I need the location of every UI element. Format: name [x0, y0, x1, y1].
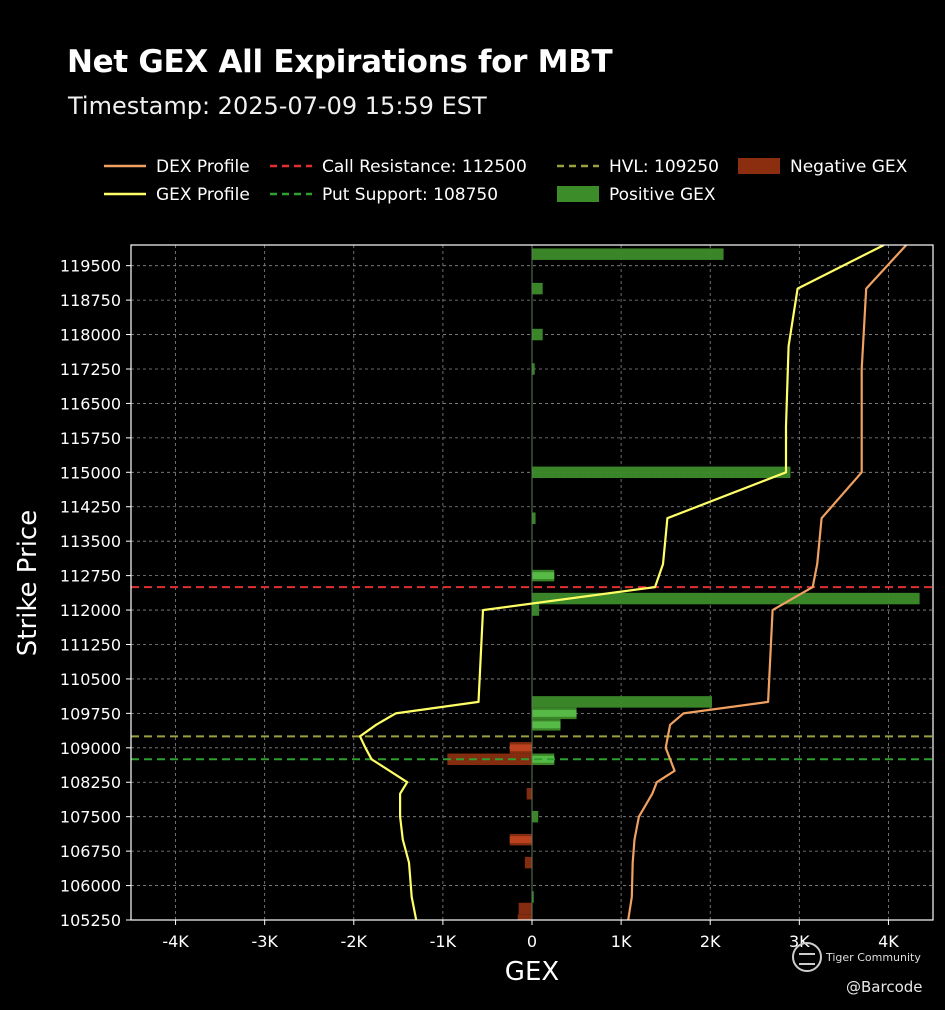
positive-gex-bar — [532, 466, 791, 479]
watermark-brand: Tiger Community — [826, 950, 921, 964]
negative-gex-bar-highlight — [509, 744, 532, 752]
positive-gex-bar-highlight — [532, 721, 561, 729]
chart-legend: DEX Profile GEX Profile Call Resistance: 1… — [104, 157, 908, 205]
positive-gex-bar — [532, 592, 920, 605]
positive-gex-bar-highlight — [532, 709, 577, 717]
y-tick-label: 115000 — [60, 463, 121, 482]
x-tick-label: -4K — [162, 932, 189, 951]
y-axis-label: Strike Price — [13, 510, 43, 656]
chart-grid — [131, 245, 933, 920]
positive-gex-bar — [532, 363, 535, 375]
y-tick-label: 112000 — [60, 601, 121, 620]
author-handle: @Barcode — [846, 978, 923, 996]
gex-profile-line — [358, 245, 885, 920]
legend-item: Put Support: 108750 — [270, 185, 498, 205]
y-tick-label: 105250 — [60, 911, 121, 930]
y-tick-label: 114250 — [60, 498, 121, 517]
x-tick-label: 2K — [700, 932, 721, 951]
watermark: Tiger Community — [792, 942, 921, 972]
positive-gex-bar — [532, 891, 534, 903]
legend-swatch — [738, 158, 780, 174]
x-axis-ticks: -4K -3K -2K -1K 0 1K 2K 3K 4K — [162, 920, 899, 951]
legend-label: GEX Profile — [156, 185, 250, 205]
legend-item: DEX Profile — [104, 157, 250, 177]
legend-item: Negative GEX — [738, 157, 908, 177]
positive-gex-bar — [532, 282, 543, 295]
chart-subtitle: Timestamp: 2025-07-09 15:59 EST — [68, 92, 487, 120]
y-tick-label: 119500 — [60, 257, 121, 276]
positive-gex-bar — [532, 604, 540, 616]
y-tick-label: 115750 — [60, 429, 121, 448]
positive-gex-bar — [532, 248, 724, 260]
legend-label: HVL: 109250 — [609, 157, 719, 177]
y-tick-label: 108250 — [60, 773, 121, 792]
positive-gex-bar-highlight — [532, 572, 555, 580]
legend-item: Positive GEX — [557, 185, 716, 205]
x-tick-label: -1K — [430, 932, 457, 951]
x-tick-label: -2K — [341, 932, 368, 951]
y-tick-label: 109000 — [60, 739, 121, 758]
negative-gex-bar — [526, 787, 532, 800]
y-tick-label: 106750 — [60, 842, 121, 861]
positive-gex-bar — [532, 696, 713, 708]
legend-item: GEX Profile — [104, 185, 250, 205]
y-tick-label: 116500 — [60, 394, 121, 413]
positive-gex-bar — [532, 512, 536, 524]
negative-gex-bar — [524, 856, 532, 869]
chart-title: Net GEX All Expirations for MBT — [67, 44, 613, 80]
key-levels — [131, 586, 933, 761]
legend-swatch — [557, 186, 599, 202]
tiger-community-logo-icon — [792, 942, 822, 972]
legend-label: Negative GEX — [790, 157, 908, 177]
x-axis-label: GEX — [505, 957, 559, 987]
dex-profile-line — [627, 245, 908, 920]
positive-gex-bar — [532, 328, 543, 341]
x-tick-label: -3K — [251, 932, 278, 951]
legend-item: Call Resistance: 112500 — [270, 157, 527, 177]
positive-gex-bar-highlight — [532, 755, 555, 763]
y-tick-label: 112750 — [60, 567, 121, 586]
y-tick-label: 110500 — [60, 670, 121, 689]
positive-gex-bar — [532, 810, 539, 823]
negative-gex-bar — [518, 902, 532, 915]
gex-bars — [447, 245, 920, 920]
legend-label: Put Support: 108750 — [322, 185, 498, 205]
y-tick-label: 109750 — [60, 704, 121, 723]
y-axis-ticks: 105250 106000 106750 107500 108250 109000 1097… — [60, 257, 131, 930]
legend-label: Positive GEX — [609, 185, 716, 205]
legend-label: Call Resistance: 112500 — [322, 157, 527, 177]
x-tick-label: 1K — [611, 932, 632, 951]
y-tick-label: 118000 — [60, 326, 121, 345]
y-tick-label: 107500 — [60, 808, 121, 827]
y-tick-label: 118750 — [60, 291, 121, 310]
profile-lines — [358, 245, 908, 920]
x-tick-label: 0 — [527, 932, 537, 951]
y-tick-label: 113500 — [60, 532, 121, 551]
legend-label: DEX Profile — [156, 157, 250, 177]
y-tick-label: 106000 — [60, 877, 121, 896]
negative-gex-bar — [517, 914, 532, 920]
x-tick-label: 4K — [878, 932, 899, 951]
y-tick-label: 111250 — [60, 635, 121, 654]
negative-gex-bar-highlight — [509, 836, 532, 844]
y-tick-label: 117250 — [60, 360, 121, 379]
legend-item: HVL: 109250 — [557, 157, 719, 177]
